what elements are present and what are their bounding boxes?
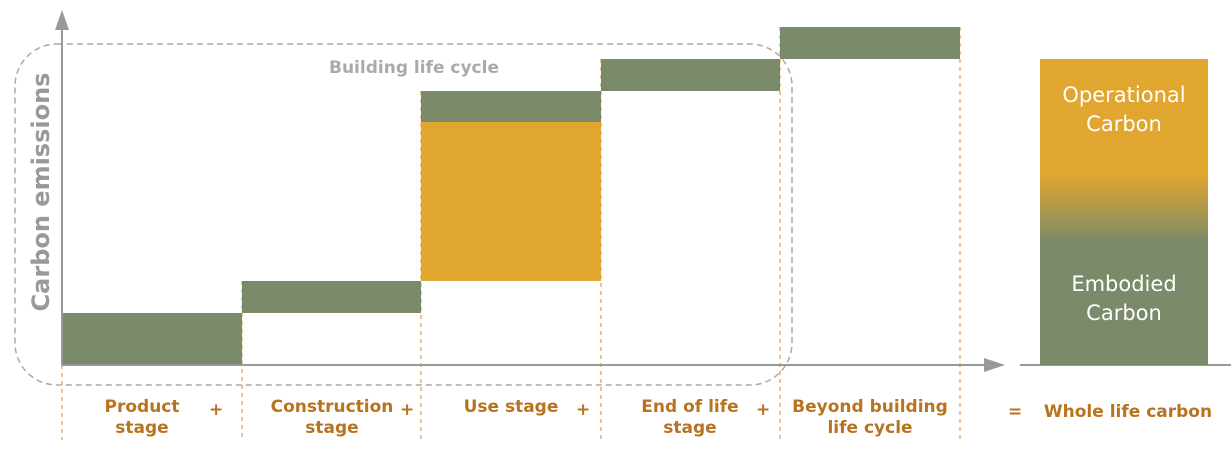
operational-block [421,122,601,281]
whole-life-bar [1040,59,1208,365]
embodied-label: Embodied Carbon [1071,272,1177,325]
operator: + [400,400,415,420]
operator: = [1008,402,1023,422]
operational-label: Operational Carbon [1062,83,1186,136]
stage-label: End of life stage [641,397,739,438]
y-axis-label: Carbon emissions [27,73,55,312]
stage-label: Beyond building life cycle [792,397,948,438]
boundary-label: Building life cycle [329,58,499,78]
stage-label: Construction stage [270,397,394,438]
operator: + [576,400,591,420]
stage-label: Product stage [104,397,180,438]
stage-label: Use stage [463,397,559,417]
result-label: Whole life carbon [1043,402,1213,422]
operator: + [209,400,224,420]
stage-blocks [62,27,960,365]
operator: + [756,400,771,420]
